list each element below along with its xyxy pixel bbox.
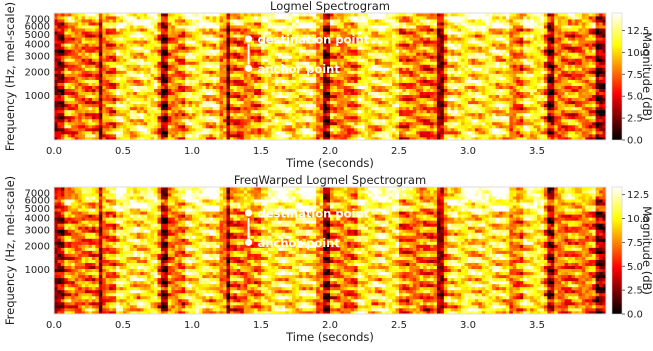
anchor-point-marker [244, 238, 253, 246]
spectrogram-heatmap [54, 13, 606, 140]
colorbar-label: Magnitude (dB) [640, 206, 653, 295]
anchor-point-label: anchor point [258, 236, 341, 250]
x-axis-label: Time (seconds) [285, 330, 374, 344]
x-tick-label: 1.0 [184, 146, 200, 157]
y-tick-label: 7000 [25, 15, 50, 26]
colorbar-tick-label: 2.5 [627, 114, 643, 125]
x-tick-label: 1.5 [253, 320, 269, 331]
x-tick-label: 3.5 [529, 146, 545, 157]
chart-title: FreqWarped Logmel Spectrogram [234, 173, 426, 187]
colorbar-tick-label: 5.0 [627, 92, 643, 103]
y-tick-label: 3000 [25, 226, 50, 237]
colorbar-tick-label: 10.0 [627, 214, 649, 225]
x-axis-label: Time (seconds) [285, 156, 374, 170]
colorbar-tick-label: 2.5 [627, 286, 643, 297]
y-tick-label: 2000 [25, 67, 50, 78]
plot-frame [53, 12, 607, 141]
x-tick-label: 0.5 [115, 320, 131, 331]
colorbar [611, 186, 623, 315]
destination-point-label: destination point [258, 206, 370, 220]
y-tick-label: 5000 [25, 204, 50, 215]
x-tick-label: 1.5 [253, 146, 269, 157]
x-tick-label: 3.0 [460, 146, 476, 157]
colorbar-label: Magnitude (dB) [640, 32, 653, 121]
colorbar-tick-label: 0.0 [627, 310, 643, 321]
colorbar-tick-label: 5.0 [627, 262, 643, 273]
x-tick-label: 2.5 [391, 320, 407, 331]
x-tick-label: 0.0 [46, 146, 62, 157]
colorbar-tick-label: 7.5 [627, 70, 643, 81]
colorbar-tick-label: 12.5 [627, 190, 649, 201]
y-tick-label: 4000 [25, 40, 50, 51]
x-tick-label: 2.5 [391, 146, 407, 157]
colorbar-tick-label: 7.5 [627, 238, 643, 249]
x-tick-label: 1.0 [184, 320, 200, 331]
y-axis-label: Frequency (Hz, mel-scale) [3, 2, 17, 151]
y-tick-label: 4000 [25, 214, 50, 225]
destination-point-marker [244, 35, 253, 43]
y-tick-label: 7000 [25, 189, 50, 200]
anchor-point-label: anchor point [258, 62, 341, 76]
y-tick-label: 6000 [25, 22, 50, 33]
chart-title: Logmel Spectrogram [270, 0, 390, 13]
x-tick-label: 3.0 [460, 320, 476, 331]
y-tick-label: 2000 [25, 241, 50, 252]
y-tick-label: 1000 [25, 265, 50, 276]
y-axis-label: Frequency (Hz, mel-scale) [3, 176, 17, 325]
colorbar-tick-label: 0.0 [627, 136, 643, 147]
colorbar [611, 12, 623, 141]
y-tick-label: 6000 [25, 196, 50, 207]
panel-2: FreqWarped Logmel Spectrogram 0.0 0.5 1.0 1.… [3, 173, 653, 344]
destination-point-label: destination point [258, 32, 370, 46]
colorbar-tick-label: 10.0 [627, 48, 649, 59]
y-tick-label: 5000 [25, 30, 50, 41]
colorbar-tick-label: 12.5 [627, 26, 649, 37]
y-tick-label: 1000 [25, 91, 50, 102]
y-tick-label: 3000 [25, 52, 50, 63]
spectrogram-heatmap [54, 187, 606, 314]
anchor-point-marker [244, 64, 253, 72]
x-tick-label: 2.0 [322, 146, 338, 157]
x-tick-label: 2.0 [322, 320, 338, 331]
x-tick-label: 0.5 [115, 146, 131, 157]
x-tick-label: 0.0 [46, 320, 62, 331]
destination-point-marker [244, 209, 253, 217]
x-tick-label: 3.5 [529, 320, 545, 331]
panel-1: Logmel Spectrogram 0.0 0.5 1.0 1.5 2.0 2.5 3.0 3… [3, 0, 653, 170]
plot-frame [53, 186, 607, 315]
